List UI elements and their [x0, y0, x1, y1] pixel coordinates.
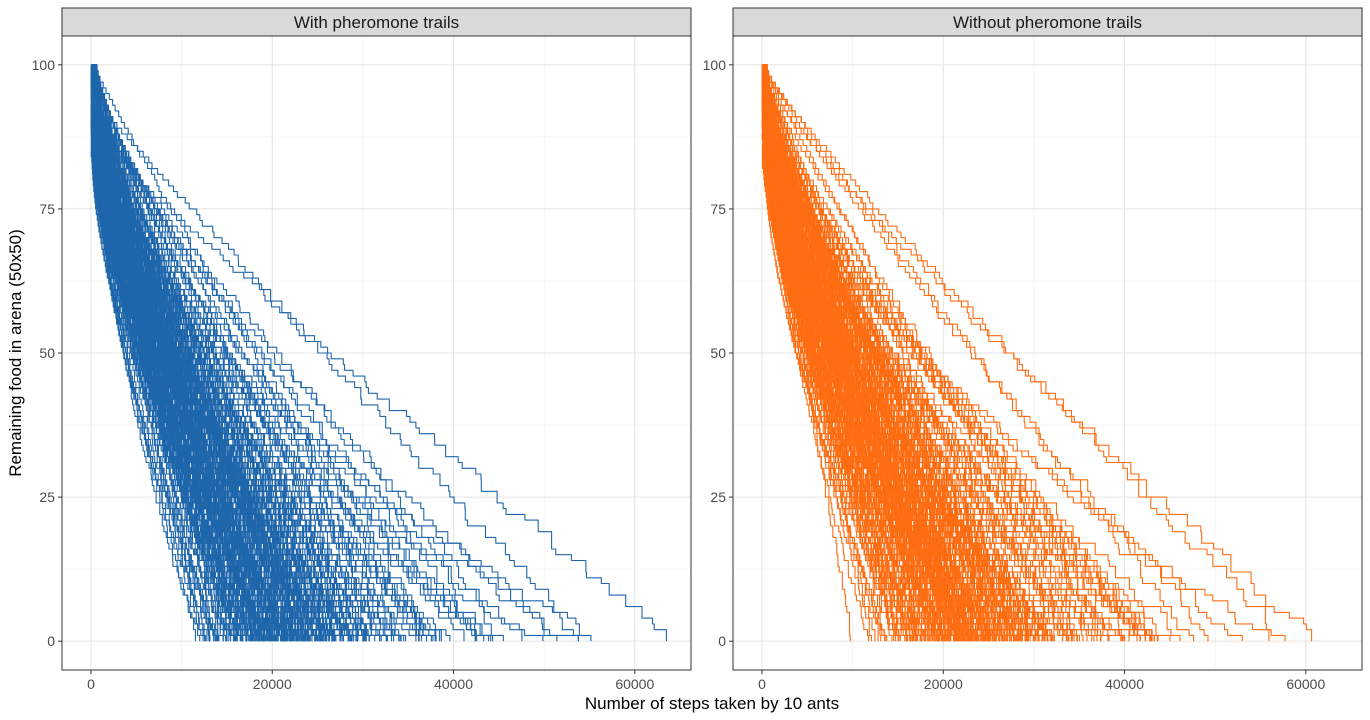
- run-line: [91, 64, 428, 642]
- run-line: [764, 64, 917, 642]
- run-line: [91, 64, 476, 642]
- run-line: [92, 64, 262, 642]
- run-line: [92, 64, 310, 642]
- run-line: [91, 64, 298, 642]
- run-line: [764, 64, 979, 642]
- x-tick-label: 20000: [253, 676, 292, 692]
- x-axis-ticks: 0 20000 40000 60000: [758, 670, 1325, 692]
- x-tick-label: 0: [87, 676, 95, 692]
- x-tick-label: 60000: [1286, 676, 1325, 692]
- facet-strip: [61, 7, 692, 37]
- y-tick-label: 100: [32, 57, 56, 73]
- y-tick-label: 75: [39, 201, 55, 217]
- y-tick-label: 75: [710, 201, 726, 217]
- y-tick-label: 50: [710, 345, 726, 361]
- panel-without-pheromone: Without pheromone trails 0 20000 40000 6000…: [703, 7, 1363, 692]
- run-line: [762, 64, 1195, 642]
- run-line: [93, 64, 382, 642]
- run-line: [766, 64, 851, 642]
- y-tick-label: 0: [47, 633, 55, 649]
- y-tick-label: 25: [710, 489, 726, 505]
- run-line: [763, 64, 1286, 642]
- run-line: [761, 64, 1123, 642]
- run-line: [90, 64, 273, 642]
- run-line: [762, 64, 913, 642]
- y-axis-ticks: 0 25 50 75 100: [32, 57, 62, 649]
- facet-strip: [732, 7, 1363, 37]
- run-line: [763, 64, 970, 642]
- run-line: [765, 64, 1138, 642]
- run-line: [765, 64, 996, 642]
- run-line: [91, 64, 211, 642]
- y-axis-ticks: 0 25 50 75 100: [703, 57, 733, 649]
- x-tick-label: 60000: [615, 676, 654, 692]
- panel-series: [761, 64, 1313, 642]
- run-line: [90, 64, 365, 642]
- run-line: [90, 64, 272, 642]
- run-line: [93, 64, 310, 642]
- x-tick-label: 20000: [924, 676, 963, 692]
- y-tick-label: 25: [39, 489, 55, 505]
- run-line: [765, 64, 1109, 642]
- facet-strip-label: Without pheromone trails: [953, 13, 1142, 32]
- facet-strip-label: With pheromone trails: [294, 13, 459, 32]
- run-line: [92, 64, 428, 642]
- panel-series: [90, 64, 667, 642]
- panel-with-pheromone: With pheromone trails 0 20000 40000 60000 0…: [32, 7, 692, 692]
- x-tick-label: 0: [758, 676, 766, 692]
- run-line: [93, 64, 324, 642]
- run-line: [94, 64, 264, 642]
- y-tick-label: 50: [39, 345, 55, 361]
- y-axis-title: Remaining food in arena (50x50): [6, 229, 25, 477]
- x-axis-title: Number of steps taken by 10 ants: [585, 694, 839, 713]
- run-line: [94, 64, 451, 642]
- run-line: [94, 64, 292, 642]
- run-line: [764, 64, 1022, 642]
- x-tick-label: 40000: [1105, 676, 1144, 692]
- run-line: [94, 64, 579, 642]
- y-tick-label: 0: [718, 633, 726, 649]
- x-tick-label: 40000: [434, 676, 473, 692]
- y-tick-label: 100: [703, 57, 727, 73]
- run-line: [764, 64, 1070, 642]
- x-axis-ticks: 0 20000 40000 60000: [87, 670, 654, 692]
- run-line: [92, 64, 302, 642]
